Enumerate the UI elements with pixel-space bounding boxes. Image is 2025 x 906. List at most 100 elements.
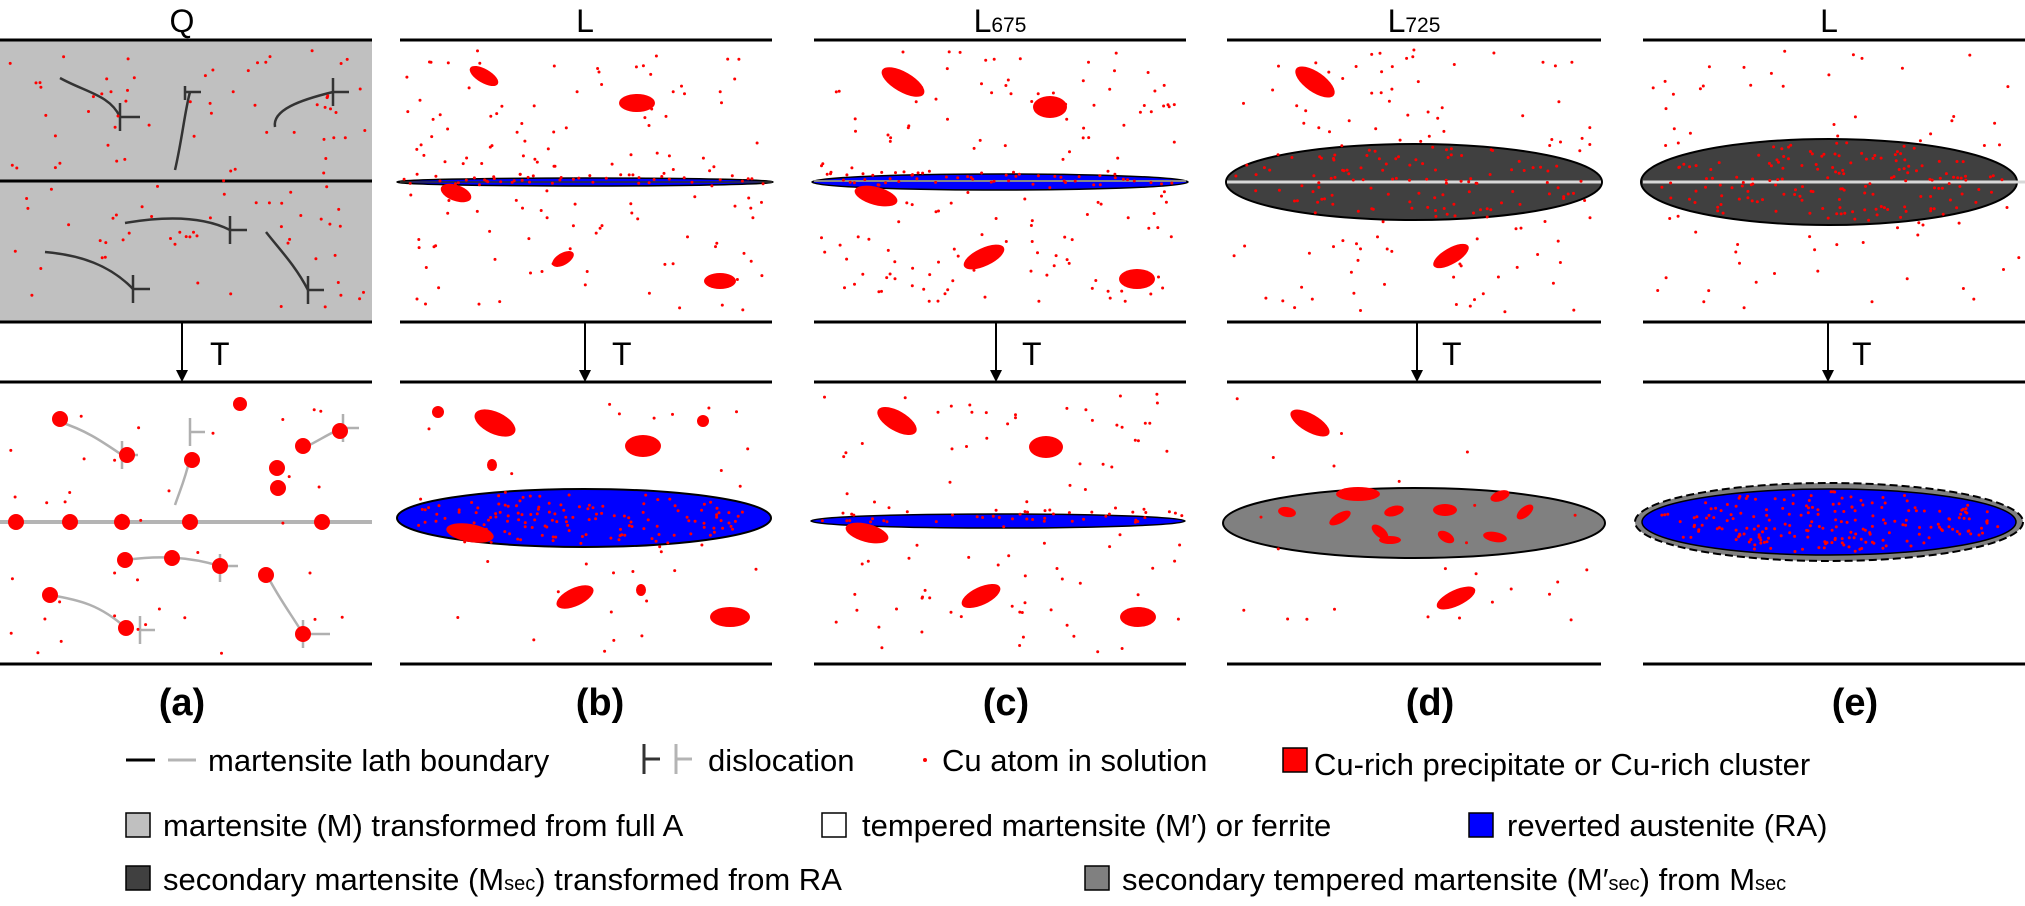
- cu-precipitate: [963, 244, 1005, 270]
- cu-atom: [409, 193, 413, 197]
- cu-atom: [1772, 145, 1776, 149]
- cu-atom: [1242, 608, 1246, 612]
- cu-atom: [1036, 174, 1040, 178]
- cu-atom: [1688, 197, 1691, 201]
- cu-atom: [1906, 171, 1910, 175]
- cu-atom: [246, 69, 250, 73]
- cu-atom: [1570, 60, 1574, 64]
- cu-atom: [345, 57, 349, 61]
- cu-atom: [1431, 145, 1435, 149]
- cu-atom: [446, 211, 450, 215]
- cu-atom: [1070, 238, 1074, 242]
- cu-atom: [841, 178, 845, 182]
- cu-atom: [1966, 503, 1970, 507]
- cu-atom: [63, 500, 67, 504]
- cu-atom: [850, 166, 854, 170]
- cu-atom: [1969, 532, 1973, 536]
- cu-precipitate: [269, 460, 285, 476]
- cu-atom: [690, 180, 694, 184]
- cu-atom: [746, 177, 750, 181]
- cu-atom: [1243, 244, 1247, 248]
- cu-atom: [1025, 517, 1029, 521]
- cu-atom: [1445, 212, 1449, 216]
- cu-atom: [1863, 208, 1867, 212]
- cu-atom: [1259, 515, 1263, 519]
- cu-atom: [1473, 503, 1477, 507]
- cu-atom: [1843, 211, 1847, 215]
- cu-atom: [1887, 531, 1891, 535]
- cu-atom: [1271, 456, 1275, 459]
- cu-atom: [866, 559, 870, 563]
- cu-atom: [1947, 182, 1951, 186]
- cu-atom: [934, 97, 938, 101]
- cu-atom: [1052, 264, 1056, 268]
- cu-atom: [299, 214, 303, 217]
- cu-atom: [1313, 211, 1317, 215]
- cu-atom: [1702, 300, 1706, 304]
- cu-atom: [1397, 479, 1401, 483]
- cu-atom: [516, 511, 520, 515]
- cu-atom: [718, 90, 722, 94]
- cu-atom: [1765, 540, 1769, 544]
- cu-atom: [880, 170, 884, 174]
- cu-atom: [920, 596, 924, 600]
- cu-atom: [1349, 270, 1353, 274]
- cu-atom: [672, 533, 676, 537]
- cu-precipitate: [556, 585, 594, 609]
- cu-atom: [1578, 149, 1582, 153]
- cu-atom: [1714, 506, 1718, 510]
- cu-atom: [1823, 540, 1827, 544]
- cu-atom: [1842, 172, 1846, 176]
- cu-atom: [489, 540, 493, 544]
- cu-atom: [1059, 175, 1063, 179]
- cu-atom: [1025, 500, 1029, 504]
- cu-atom: [1759, 541, 1763, 545]
- cu-atom: [1068, 150, 1071, 154]
- cu-atom: [1391, 177, 1395, 181]
- legend-cu-atom: Cu atom in solution: [942, 743, 1207, 778]
- cu-atom: [1559, 140, 1562, 144]
- cu-atom: [754, 567, 758, 571]
- cu-precipitate: [469, 65, 499, 87]
- cu-atom: [627, 516, 631, 520]
- cu-atom: [1153, 89, 1157, 93]
- cu-atom: [1853, 549, 1857, 553]
- cu-atom: [1849, 495, 1853, 499]
- cu-atom: [1761, 198, 1764, 202]
- cu-atom: [1734, 504, 1738, 508]
- cu-atom: [887, 506, 891, 510]
- cu-precipitate: [619, 94, 655, 112]
- cu-atom: [591, 180, 595, 184]
- cu-atom: [1832, 123, 1836, 126]
- cu-atom: [565, 520, 568, 524]
- cu-atom: [562, 508, 566, 512]
- cu-atom: [1822, 546, 1826, 550]
- cu-atom: [494, 515, 498, 519]
- cu-atom: [1656, 289, 1660, 292]
- cu-atom: [1553, 64, 1557, 68]
- cu-atom: [508, 532, 512, 536]
- cu-atom: [1319, 156, 1323, 160]
- cu-atom: [523, 525, 527, 529]
- cu-atom: [1882, 206, 1886, 210]
- cu-atom: [1821, 526, 1825, 530]
- cu-atom: [1871, 192, 1875, 196]
- cu-atom: [1583, 199, 1587, 202]
- cu-atom: [910, 203, 914, 207]
- cu-atom: [1842, 188, 1846, 192]
- cu-atom: [829, 170, 833, 174]
- cu-atom: [629, 520, 633, 524]
- cu-atom: [265, 130, 269, 134]
- cu-atom: [456, 181, 460, 185]
- cu-atom: [1365, 154, 1369, 157]
- cu-atom: [741, 308, 745, 312]
- cu-atom: [1864, 184, 1867, 188]
- cu-atom: [1492, 51, 1496, 55]
- cu-atom: [623, 533, 627, 537]
- cu-atom: [1426, 205, 1430, 209]
- cu-atom: [1434, 209, 1437, 212]
- cu-atom: [1717, 161, 1721, 165]
- cu-atom: [1961, 287, 1965, 290]
- cu-atom: [415, 147, 419, 151]
- cu-precipitate: [704, 273, 736, 289]
